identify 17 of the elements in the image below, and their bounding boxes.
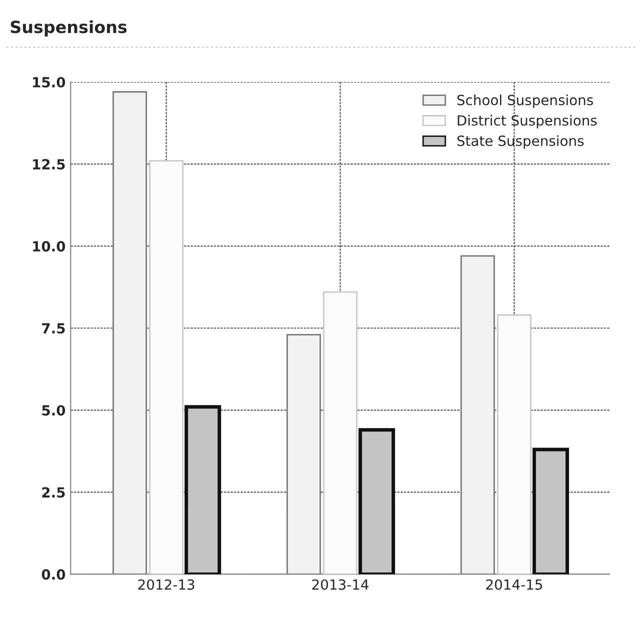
x-tick-label: 2013-14 — [312, 579, 368, 590]
chart-title: Suspensions — [10, 20, 127, 36]
bar — [112, 91, 147, 574]
legend-label: School Suspensions — [457, 94, 593, 108]
x-tick-label: 2014-15 — [486, 579, 542, 590]
x-tick-label: 2012-13 — [138, 579, 194, 590]
legend-label: District Suspensions — [458, 114, 597, 128]
y-tick-label: 2.5 — [42, 487, 65, 498]
bar — [286, 334, 321, 574]
y-tick-label: 5.0 — [42, 405, 66, 416]
y-tick-label: 12.5 — [33, 159, 65, 170]
bar — [460, 255, 495, 574]
y-tick-label: 7.5 — [42, 323, 65, 334]
y-tick-label: 15.0 — [33, 77, 66, 88]
legend-label: State Suspensions — [457, 135, 584, 149]
y-tick-label: 10.0 — [33, 241, 66, 252]
y-tick-label: 0.0 — [42, 569, 66, 580]
